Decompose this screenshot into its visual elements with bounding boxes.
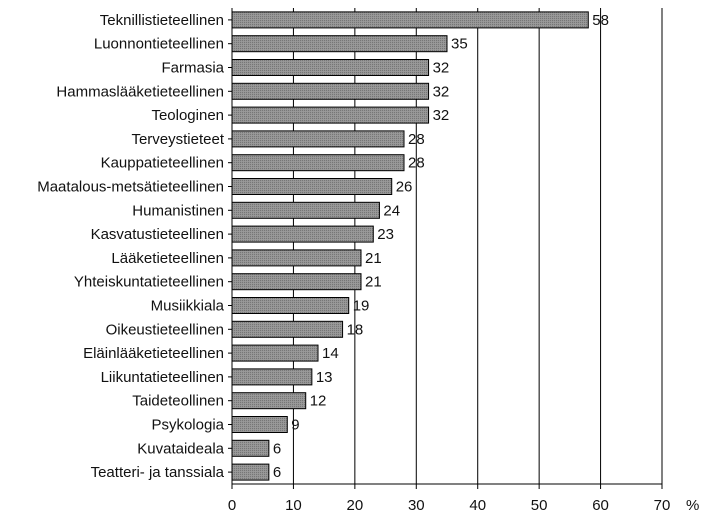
value-label: 18 <box>347 321 364 338</box>
x-tick-label: 30 <box>408 497 425 514</box>
category-label: Teknillistieteellinen <box>100 12 224 29</box>
bar <box>231 11 589 29</box>
value-label: 23 <box>377 226 394 243</box>
x-tick-label: 10 <box>285 497 302 514</box>
x-tick-label: 50 <box>531 497 548 514</box>
category-label: Farmasia <box>161 60 224 77</box>
category-label: Liikuntatieteellinen <box>101 369 224 386</box>
category-label: Kuvataideala <box>137 440 224 457</box>
value-label: 21 <box>365 250 382 267</box>
bar <box>231 297 350 314</box>
bar <box>231 201 380 219</box>
value-label: 6 <box>273 464 281 481</box>
value-label: 6 <box>273 440 281 457</box>
bar <box>231 225 374 243</box>
bar <box>231 154 405 172</box>
grid-lines <box>231 8 663 484</box>
category-label: Terveystieteet <box>131 131 224 148</box>
bar <box>231 178 393 195</box>
category-label: Kauppatieteellinen <box>101 155 224 172</box>
category-label: Humanistinen <box>132 202 224 219</box>
category-label: Hammaslääketieteellinen <box>56 83 224 100</box>
x-tick-label: 20 <box>347 497 364 514</box>
category-label: Teatteri- ja tanssiala <box>91 464 225 481</box>
value-label: 13 <box>316 369 333 386</box>
value-label: 19 <box>353 298 370 315</box>
bar <box>231 368 313 386</box>
category-label: Taideteollinen <box>132 393 224 410</box>
x-tick-label: 60 <box>592 497 609 514</box>
value-label: 32 <box>433 60 450 77</box>
value-label: 28 <box>408 155 425 172</box>
category-label: Kasvatustieteellinen <box>91 226 224 243</box>
bar <box>231 439 270 457</box>
category-label: Yhteiskuntatieteellinen <box>74 274 224 291</box>
value-label: 9 <box>291 417 299 434</box>
bar <box>231 320 344 338</box>
category-label: Oikeustieteellinen <box>106 321 224 338</box>
bar <box>231 416 288 433</box>
category-label: Lääketieteellinen <box>111 250 224 267</box>
value-label: 24 <box>383 202 400 219</box>
value-label: 35 <box>451 36 468 53</box>
value-label: 58 <box>592 12 609 29</box>
x-tick-label: 40 <box>469 497 486 514</box>
category-labels: Teknillistieteellinen Luonnontieteellinen… <box>37 12 225 481</box>
category-label: Musiikkiala <box>151 298 225 315</box>
bar <box>231 463 270 481</box>
value-label: 26 <box>396 179 413 196</box>
value-label: 28 <box>408 131 425 148</box>
value-label: 12 <box>310 393 327 410</box>
x-axis: 0 10 20 30 40 50 60 70 <box>228 483 671 514</box>
value-label: 32 <box>433 83 450 100</box>
bars <box>228 11 589 481</box>
bar <box>231 35 448 53</box>
category-label: Maatalous-metsätieteellinen <box>37 179 224 196</box>
category-label: Psykologia <box>151 417 224 434</box>
x-tick-label: 70 <box>654 497 671 514</box>
bar <box>231 82 430 100</box>
value-label: 21 <box>365 274 382 291</box>
bar <box>231 130 405 148</box>
bar <box>231 344 319 362</box>
bar <box>231 106 430 124</box>
category-label: Eläinlääketieteellinen <box>83 345 224 362</box>
bar <box>231 59 430 76</box>
bar <box>231 392 307 410</box>
x-axis-unit: % <box>686 497 699 514</box>
bar <box>231 249 362 267</box>
value-label: 14 <box>322 345 339 362</box>
value-label: 32 <box>433 107 450 124</box>
category-label: Teologinen <box>151 107 224 124</box>
bar <box>231 273 362 291</box>
x-tick-label: 0 <box>228 497 236 514</box>
category-label: Luonnontieteellinen <box>94 36 224 53</box>
